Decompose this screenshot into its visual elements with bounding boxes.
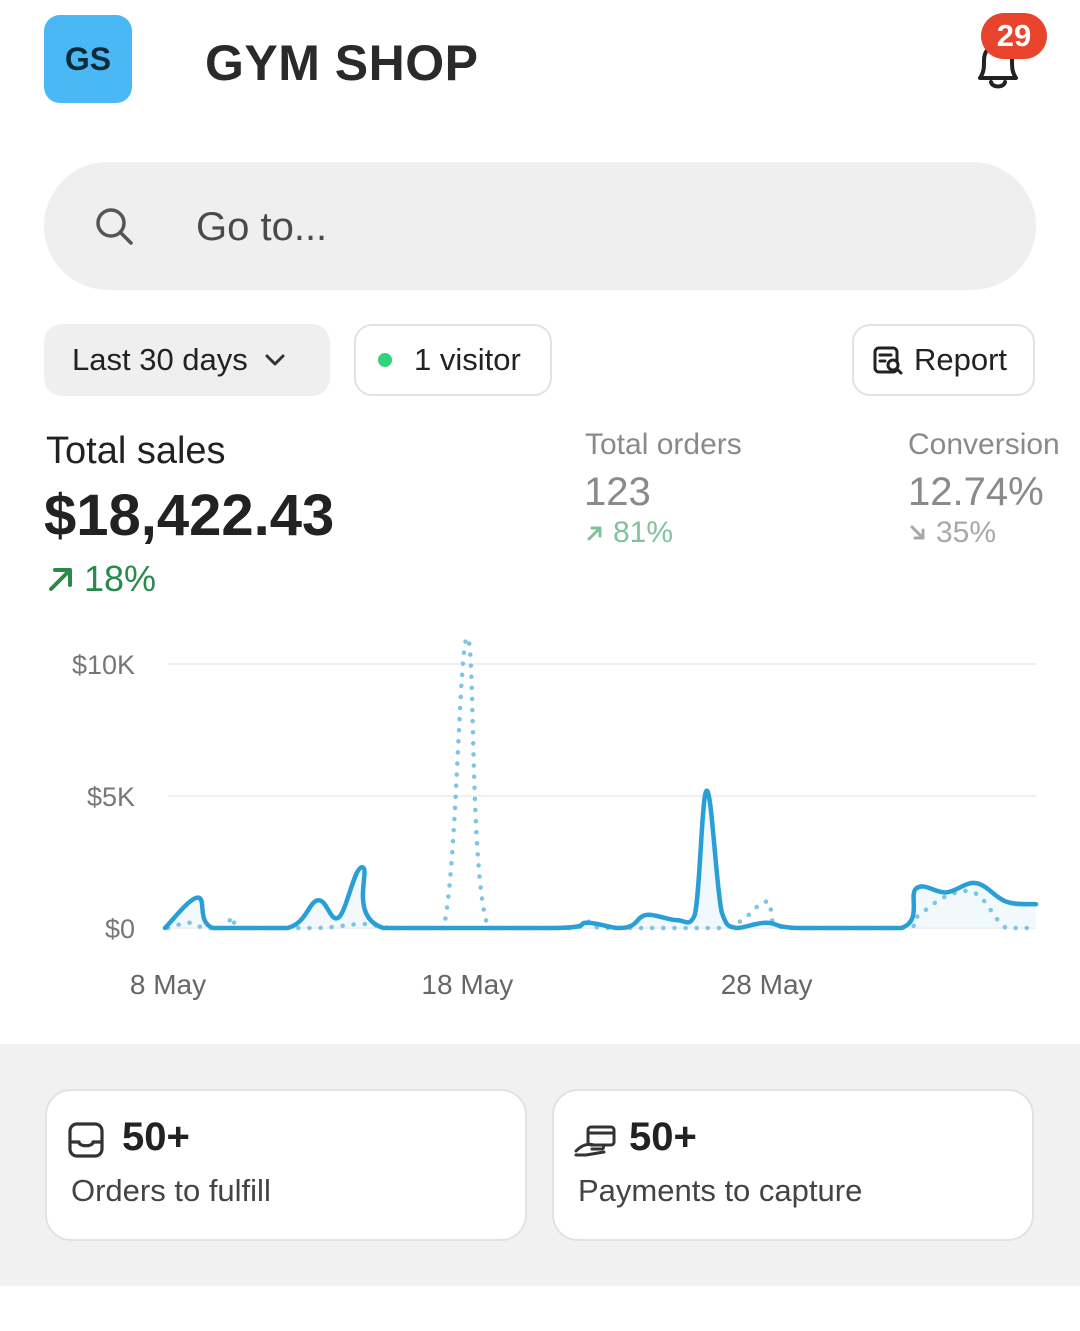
chevron-down-icon: [265, 354, 285, 366]
live-visitors-button[interactable]: 1 visitor: [354, 324, 552, 396]
arrow-up-right-icon: [49, 568, 72, 591]
date-range-select[interactable]: Last 30 days: [44, 324, 330, 396]
payments-to-capture-label: Payments to capture: [578, 1173, 863, 1208]
visitors-label: 1 visitor: [414, 342, 521, 377]
search-input[interactable]: [194, 190, 978, 264]
conversion-delta: 35%: [908, 516, 996, 550]
current-period-area: [165, 790, 1036, 928]
orders-to-fulfill-label: Orders to fulfill: [71, 1173, 271, 1208]
total-sales-delta: 18%: [46, 558, 156, 600]
report-search-icon: [873, 346, 903, 375]
current-period-line: [162, 788, 1039, 931]
notification-badge[interactable]: 29: [981, 13, 1047, 59]
live-indicator-dot: [378, 353, 392, 367]
sales-chart[interactable]: $10K $5K $0 8 May 18 May 28 May: [0, 630, 1080, 1020]
tasks-section: 50+ Orders to fulfill 50+ Payments to ca…: [0, 1044, 1080, 1286]
conversion-label: Conversion: [908, 428, 1060, 461]
x-tick-label: 8 May: [130, 969, 206, 1000]
shop-title: GYM SHOP: [205, 35, 479, 91]
total-sales-label: Total sales: [46, 430, 226, 472]
conversion-value: 12.74%: [908, 470, 1044, 514]
y-tick-label: $5K: [87, 782, 135, 812]
search-icon: [96, 208, 133, 245]
previous-period-line: [165, 635, 1039, 931]
total-sales-value: $18,422.43: [44, 483, 335, 548]
x-tick-label: 18 May: [421, 969, 513, 1000]
arrow-down-right-icon: [910, 525, 925, 540]
y-tick-label: $10K: [72, 650, 135, 680]
report-label: Report: [914, 342, 1008, 377]
inbox-icon: [68, 1122, 104, 1158]
payment-hand-icon: [574, 1125, 616, 1157]
total-orders-label: Total orders: [585, 428, 742, 461]
store-avatar[interactable]: GS: [44, 15, 132, 103]
search-bar[interactable]: [44, 162, 1036, 290]
date-range-label: Last 30 days: [72, 342, 248, 377]
total-orders-delta: 81%: [585, 516, 673, 550]
total-orders-value: 123: [584, 470, 651, 514]
total-orders-delta-value: 81%: [613, 516, 674, 549]
payments-to-capture-card[interactable]: 50+ Payments to capture: [552, 1089, 1034, 1241]
conversion-delta-value: 35%: [936, 516, 997, 549]
orders-to-fulfill-count: 50+: [122, 1115, 190, 1159]
orders-to-fulfill-card[interactable]: 50+ Orders to fulfill: [45, 1089, 527, 1241]
arrow-up-right-icon: [587, 526, 602, 541]
avatar-initials: GS: [64, 40, 112, 77]
report-button[interactable]: Report: [852, 324, 1035, 396]
total-sales-delta-value: 18%: [84, 558, 157, 599]
x-tick-label: 28 May: [721, 969, 813, 1000]
y-tick-label: $0: [105, 914, 135, 944]
payments-to-capture-count: 50+: [629, 1115, 697, 1159]
